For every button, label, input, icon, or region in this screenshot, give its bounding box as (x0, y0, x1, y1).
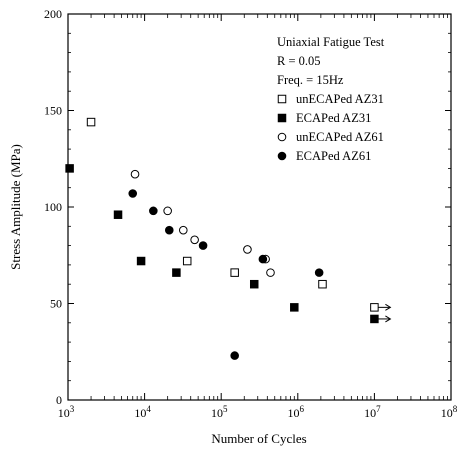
legend-label: unECAPed AZ61 (296, 130, 384, 144)
legend: unECAPed AZ31 ECAPed AZ31 unECAPed AZ61 ECA… (277, 92, 384, 163)
data-point (230, 268, 239, 277)
annotation-text: Uniaxial Fatigue Test (277, 35, 385, 49)
legend-label: ECAPed AZ31 (296, 111, 371, 125)
data-marker (230, 351, 239, 360)
legend-label: ECAPed AZ61 (296, 149, 371, 163)
runout-arrowhead (385, 315, 392, 323)
legend-item: unECAPed AZ61 (277, 130, 384, 144)
data-marker (230, 268, 239, 277)
x-axis-title: Number of Cycles (211, 431, 306, 446)
annotation-block: Uniaxial Fatigue Test R = 0.05 Freq. = 15H… (277, 35, 385, 87)
x-tick-label: 108 (441, 404, 458, 420)
data-marker (370, 314, 379, 324)
legend-marker (277, 132, 287, 142)
data-marker (86, 117, 96, 127)
data-marker (136, 256, 146, 266)
data-point (128, 189, 138, 198)
x-tick-label: 104 (134, 404, 151, 420)
data-marker (190, 235, 199, 245)
data-marker (149, 206, 158, 216)
x-tick-label: 103 (58, 404, 75, 420)
data-point (318, 279, 327, 289)
data-point (370, 314, 392, 324)
data-point (65, 164, 74, 173)
data-point (198, 241, 208, 250)
y-tick-label: 50 (50, 297, 62, 311)
data-marker (163, 206, 172, 216)
plot-frame (67, 13, 452, 401)
data-marker (290, 303, 299, 312)
runout-arrowhead (385, 303, 392, 311)
data-marker (113, 210, 123, 219)
data-point (266, 268, 275, 277)
x-tick-label: 107 (364, 404, 381, 420)
data-point (230, 351, 239, 360)
data-marker (249, 279, 259, 289)
data-marker (178, 225, 188, 235)
legend-item: ECAPed AZ61 (277, 149, 371, 163)
data-point (370, 303, 392, 312)
data-marker (65, 164, 74, 173)
legend-marker (277, 113, 287, 123)
y-tick-label: 0 (56, 393, 62, 407)
data-marker (266, 268, 275, 277)
data-marker (318, 279, 327, 289)
data-point (149, 206, 158, 216)
data-marker (314, 268, 324, 277)
data-marker (258, 254, 268, 264)
data-point (249, 279, 259, 289)
x-tick-label: 106 (288, 404, 305, 420)
data-point (86, 117, 96, 127)
data-marker (243, 245, 252, 254)
legend-item: ECAPed AZ31 (277, 111, 371, 125)
data-point (190, 235, 199, 245)
data-marker (130, 169, 140, 179)
y-tick-label: 100 (44, 200, 62, 214)
data-point (182, 256, 192, 266)
legend-item: unECAPed AZ31 (277, 92, 384, 106)
legend-marker (277, 94, 287, 104)
y-tick-label: 150 (44, 104, 62, 118)
annotation-text: R = 0.05 (277, 54, 321, 68)
data-point (164, 225, 174, 235)
x-tick-label: 105 (211, 404, 228, 420)
data-marker (370, 303, 379, 312)
data-marker (128, 189, 138, 198)
data-point (243, 245, 252, 254)
data-marker (198, 241, 208, 250)
data-marker (164, 225, 174, 235)
data-marker (182, 256, 192, 266)
data-point (130, 169, 140, 179)
legend-label: unECAPed AZ31 (296, 92, 384, 106)
data-point (163, 206, 172, 216)
annotation-text: Freq. = 15Hz (277, 73, 344, 87)
data-points (65, 117, 392, 360)
y-axis-title: Stress Amplitude (MPa) (8, 144, 23, 270)
data-point (314, 268, 324, 277)
legend-marker (277, 151, 287, 161)
data-point (290, 303, 299, 312)
data-point (172, 268, 181, 277)
data-point (136, 256, 146, 266)
data-point (113, 210, 123, 219)
data-point (258, 254, 268, 264)
tick-layer: 0 50 100 150 200 103 104 105 106 107 108 (44, 7, 458, 420)
data-point (178, 225, 188, 235)
data-marker (172, 268, 181, 277)
y-tick-label: 200 (44, 7, 62, 21)
